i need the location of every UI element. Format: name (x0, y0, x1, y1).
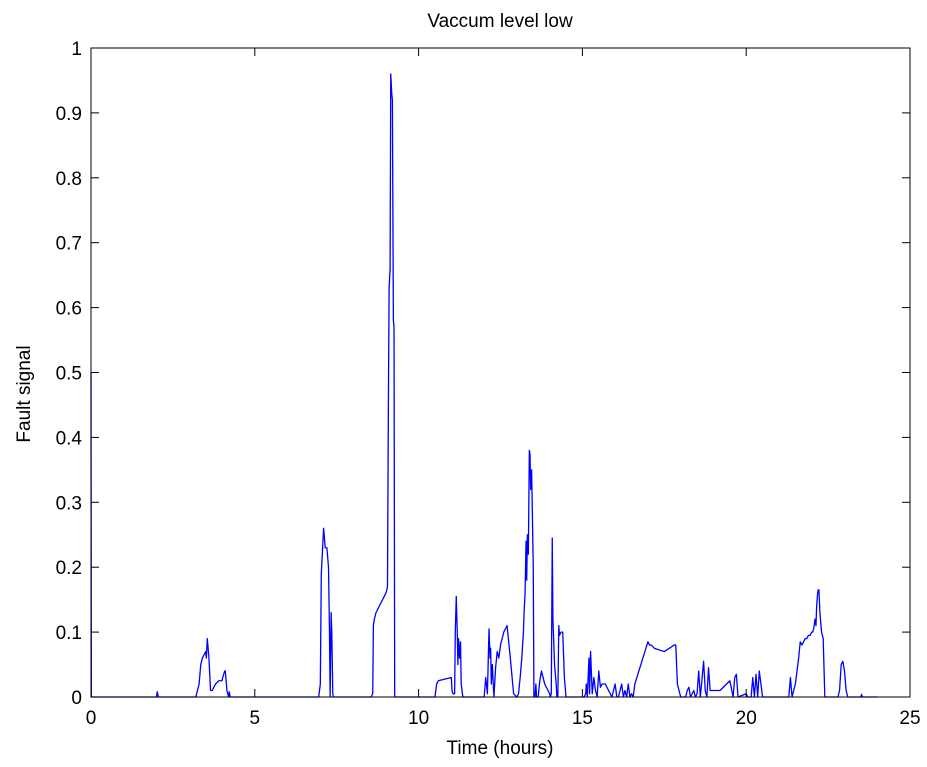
y-tick-label: 0 (71, 688, 82, 709)
y-tick-label: 0.7 (56, 234, 82, 255)
y-tick-label: 1 (71, 39, 82, 60)
y-tick-label: 0.4 (56, 428, 83, 449)
x-tick-label: 5 (250, 708, 261, 729)
y-tick-label: 0.5 (56, 364, 82, 385)
y-tick-label: 0.3 (56, 493, 82, 514)
y-axis-ticks: 0 0.1 0.2 0.3 0.4 0.5 0.6 0.7 0.8 0.9 1 (56, 39, 910, 709)
y-tick-label: 0.9 (56, 104, 82, 125)
x-tick-label: 20 (736, 708, 757, 729)
y-tick-label: 0.2 (56, 558, 82, 579)
x-axis-ticks: 0 5 10 15 20 25 (86, 48, 921, 729)
x-axis-label: Time (hours) (447, 738, 554, 759)
y-axis-label: Fault signal (14, 345, 35, 442)
chart-title: Vaccum level low (427, 11, 573, 32)
y-tick-label: 0.1 (56, 623, 82, 644)
x-tick-label: 25 (899, 708, 920, 729)
y-tick-label: 0.8 (56, 169, 82, 190)
y-tick-label: 0.6 (56, 299, 82, 320)
x-tick-label: 0 (86, 708, 97, 729)
x-tick-label: 10 (408, 708, 429, 729)
x-tick-label: 15 (572, 708, 593, 729)
